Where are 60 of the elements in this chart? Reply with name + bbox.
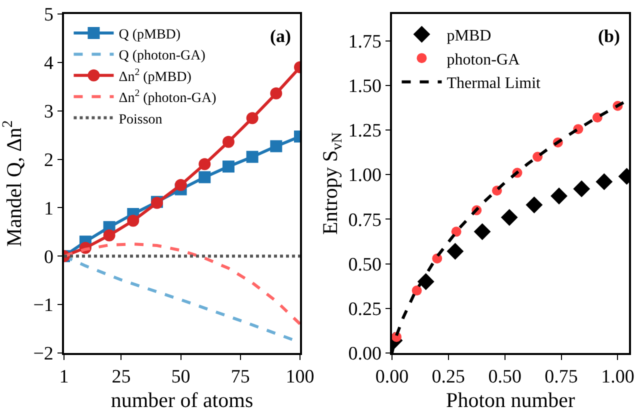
annotation: (a) [270, 26, 291, 46]
point [246, 112, 258, 124]
point [198, 171, 211, 184]
x-tick-label: 1.00 [601, 366, 634, 388]
legend-label: Thermal Limit [446, 75, 542, 92]
point [246, 150, 258, 163]
point [222, 136, 234, 148]
legend-label: Q (pMBD) [118, 27, 181, 42]
point [198, 158, 211, 170]
y-tick-label: 1 [44, 198, 54, 220]
legend-label: photon-GA [446, 51, 520, 68]
y-tick-label: 1.25 [348, 120, 382, 142]
x-tick-label: 0.00 [375, 366, 409, 388]
y-tick-label: 0.50 [348, 254, 382, 276]
point [412, 286, 422, 296]
point [550, 188, 568, 204]
x-axis-title: number of atoms [110, 388, 254, 412]
point [596, 173, 613, 190]
point [174, 178, 187, 191]
point [500, 208, 518, 226]
y-tick-label: −1 [33, 295, 54, 316]
point [127, 214, 140, 227]
x-tick-label: 0.25 [432, 366, 466, 388]
point [270, 87, 282, 100]
x-tick-label: 75 [230, 366, 250, 388]
x-tick-label: 100 [286, 366, 314, 388]
legend-label: pMBD [446, 28, 492, 45]
point [592, 112, 602, 122]
x-tick-label: 0.50 [488, 366, 522, 388]
legend-label: Δn$^{2}$ (photon-GA) [118, 88, 217, 106]
y-tick-label: 1.00 [348, 165, 382, 186]
y-tick-label: −2 [33, 344, 54, 365]
point [446, 242, 464, 260]
legend-label: Poisson [118, 112, 162, 128]
annotation: (b) [598, 26, 620, 46]
y-tick-label: 0.25 [348, 299, 382, 320]
legend-label: Δn$^{2}$ (pMBD) [118, 66, 192, 85]
point [526, 196, 543, 214]
y-tick-label: 0 [44, 246, 54, 268]
point [474, 223, 491, 240]
y-tick-label: 1.50 [348, 76, 382, 98]
point [451, 226, 462, 237]
line-series [64, 242, 300, 326]
x-axis-title: Photon number [446, 388, 575, 412]
legend-label: Q (photon-GA) [118, 48, 206, 64]
y-tick-label: 1.75 [348, 31, 382, 52]
y-tick-label: 0.00 [348, 344, 382, 365]
y-tick-label: 2 [44, 150, 54, 171]
x-tick-label: 1 [59, 366, 69, 388]
x-tick-label: 50 [171, 366, 190, 388]
point [222, 160, 234, 173]
y-tick-label: 3 [44, 102, 54, 123]
point [103, 229, 116, 242]
y-tick-label: 5 [44, 4, 54, 26]
point [270, 140, 282, 152]
point [573, 180, 590, 198]
y-tick-label: 4 [44, 53, 54, 74]
y-tick-label: 0.75 [348, 210, 382, 231]
x-tick-label: 0.75 [544, 366, 578, 388]
x-tick-label: 25 [112, 366, 131, 388]
